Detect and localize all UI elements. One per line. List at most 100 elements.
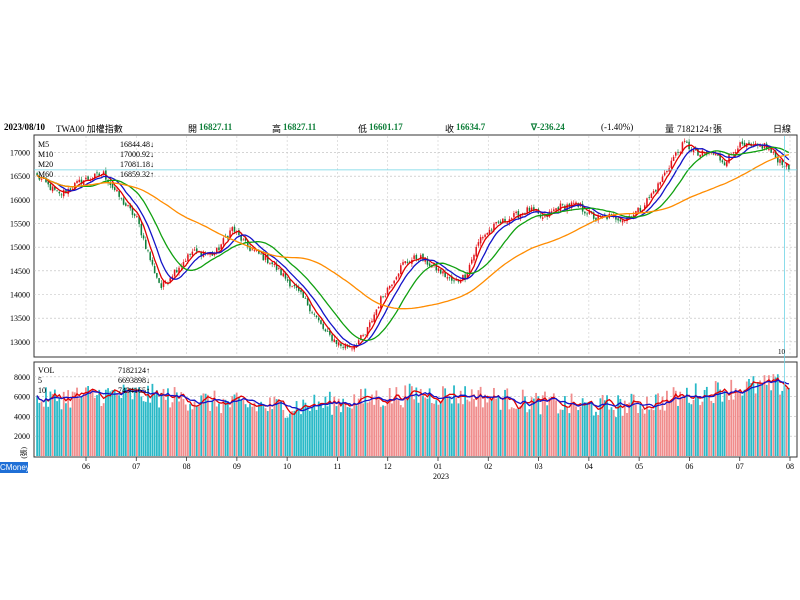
volume-bar: [541, 395, 544, 456]
candle-body: [717, 154, 719, 156]
candle-body: [448, 277, 451, 279]
volume-bar: [699, 405, 702, 456]
volume-bar: [342, 398, 345, 456]
volume-bar: [552, 393, 555, 456]
volume-bar: [213, 390, 216, 456]
candle-body: [732, 152, 735, 154]
candle-body: [714, 154, 717, 156]
candle-body: [58, 191, 61, 194]
candle-body: [249, 246, 251, 251]
candle-body: [526, 207, 528, 214]
candle-body: [584, 211, 586, 214]
volume-bar: [113, 390, 116, 456]
volume-bar: [672, 387, 675, 456]
volume-bar: [136, 388, 138, 456]
candle-body: [286, 279, 289, 281]
candle-body: [384, 295, 387, 297]
volume-bar: [411, 386, 413, 456]
candle-body: [69, 188, 72, 191]
candle-body: [632, 214, 635, 217]
candle-body: [229, 230, 231, 238]
volume-bar: [304, 402, 307, 456]
candle-body: [62, 190, 65, 197]
candle-body: [344, 344, 347, 349]
candle-body: [768, 148, 770, 151]
volume-bar: [741, 395, 744, 456]
candle-body: [273, 263, 276, 265]
volume-bar: [477, 390, 480, 456]
candle-body: [280, 268, 282, 276]
volume-bar: [428, 388, 431, 456]
volume-bar: [668, 402, 671, 456]
volume-bar: [71, 391, 74, 456]
legend-m10-name: M10: [38, 150, 53, 159]
volume-bar: [169, 407, 172, 456]
volume-bar: [76, 387, 78, 456]
price-tick-label: 15500: [10, 220, 30, 229]
volume-bar: [131, 399, 134, 456]
header-period[interactable]: 日線: [773, 124, 792, 134]
volume-bar: [734, 388, 737, 456]
candle-body: [739, 142, 741, 148]
candle-body: [377, 307, 380, 309]
candle-body: [659, 182, 662, 185]
candle-body: [462, 274, 464, 280]
volume-bar: [532, 398, 535, 456]
volume-bar: [659, 409, 662, 456]
candle-body: [337, 342, 340, 346]
volume-bar: [364, 388, 367, 456]
volume-bar: [107, 388, 109, 456]
candle-body: [87, 176, 89, 180]
candle-body: [149, 252, 151, 261]
volume-bar: [351, 408, 353, 456]
volume-bar: [348, 407, 351, 456]
volume-bar: [539, 414, 542, 456]
candle-body: [98, 173, 100, 176]
candle-body: [342, 346, 344, 348]
volume-bar: [306, 405, 309, 456]
moving-averages: [36, 143, 790, 348]
candle-body: [311, 312, 313, 314]
candle-body: [510, 218, 513, 220]
candle-body: [309, 304, 311, 312]
volume-bar: [723, 391, 726, 456]
volume-bar: [331, 414, 333, 456]
candle-body: [759, 144, 761, 147]
volume-bar: [493, 387, 495, 456]
volume-bar: [559, 409, 562, 456]
candle-body: [473, 254, 475, 261]
candle-body: [116, 189, 118, 192]
candle-body: [539, 214, 542, 218]
volume-bar: [692, 399, 695, 456]
candle-body: [113, 187, 116, 191]
volume-bar: [120, 398, 123, 456]
header-high-label: 高: [272, 124, 282, 134]
volume-bar: [661, 396, 664, 456]
candle-body: [138, 216, 140, 225]
candle-body: [670, 160, 673, 168]
volume-bar: [688, 402, 690, 456]
ma10-line: [36, 143, 790, 347]
price-tick-label: 14500: [10, 267, 30, 276]
candle-body: [391, 284, 393, 286]
candle-body: [300, 289, 302, 293]
volume-bar: [524, 396, 526, 456]
volume-bar: [663, 410, 666, 456]
volume-bar: [743, 389, 746, 456]
volume-bar: [774, 377, 777, 456]
volume-bar: [393, 397, 396, 456]
candle-body: [260, 253, 262, 255]
volume-bar: [324, 396, 327, 456]
candle-body: [96, 172, 98, 174]
candle-body: [646, 198, 648, 207]
volume-bar: [238, 397, 240, 456]
volume-bar: [62, 391, 65, 456]
candle-body: [93, 173, 96, 179]
candle-body: [371, 320, 373, 323]
volume-bar: [497, 395, 500, 456]
volume-bar: [590, 402, 593, 456]
candle-body: [326, 330, 329, 332]
candle-body: [353, 345, 356, 350]
legend-vol10-name: 10: [38, 386, 46, 395]
